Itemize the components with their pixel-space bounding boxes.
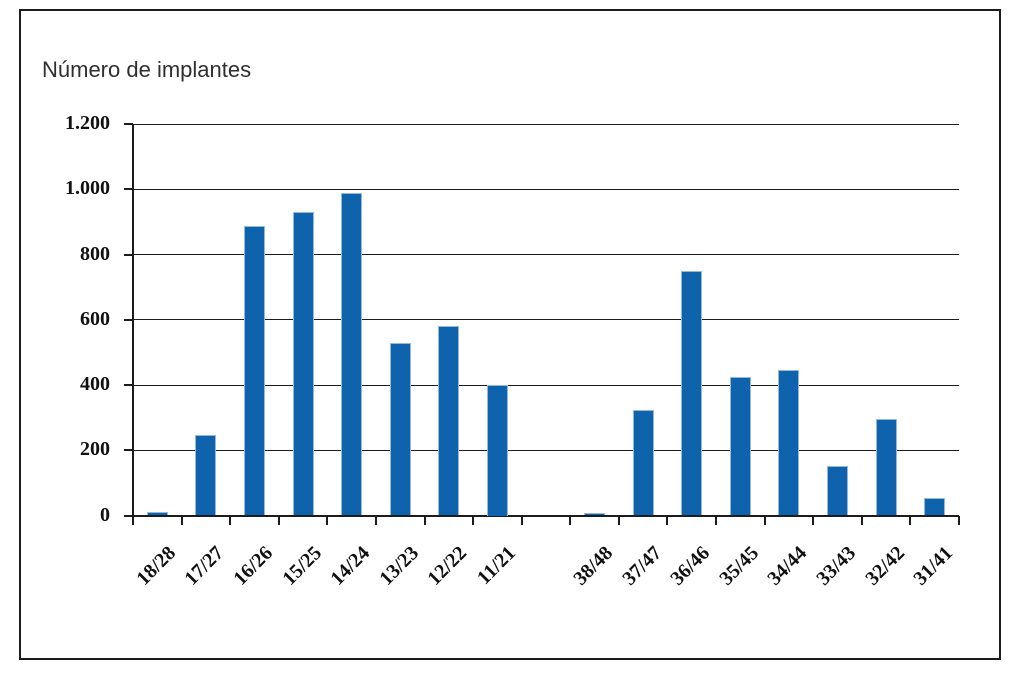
y-tick-label: 1.000 [65, 177, 110, 200]
x-tick [617, 515, 620, 525]
y-tick-label: 1.200 [65, 112, 110, 134]
y-tick-label: 400 [80, 373, 110, 395]
x-tick [909, 515, 912, 525]
x-tick [180, 515, 183, 525]
x-tick [374, 515, 377, 525]
bar-17-27 [195, 435, 217, 516]
x-tick [472, 515, 475, 525]
chart-title: Número de implantes [42, 57, 252, 82]
x-tick [229, 515, 232, 525]
x-tick [326, 515, 329, 525]
x-tick [666, 515, 669, 525]
y-tick [124, 449, 133, 452]
y-tick [124, 318, 133, 321]
gridline-600 [133, 319, 959, 321]
y-tick [124, 514, 133, 517]
bar-32-42 [875, 418, 897, 516]
y-tick [124, 384, 133, 386]
gridline-1200 [133, 123, 959, 125]
bar-12-22 [438, 325, 460, 516]
bar-35-45 [729, 377, 751, 516]
bar-38-48 [584, 512, 606, 516]
y-tick [124, 188, 133, 191]
gridline-400 [133, 384, 959, 386]
x-tick [520, 515, 523, 525]
y-tick [124, 123, 133, 125]
x-tick [763, 515, 766, 525]
gridline-1000 [133, 188, 959, 190]
bar-14-24 [341, 192, 363, 516]
bar-15-25 [292, 212, 314, 516]
bar-33-43 [827, 465, 849, 516]
bar-36-46 [681, 271, 703, 516]
bar-18-28 [146, 511, 168, 516]
bar-31-41 [924, 497, 946, 516]
x-tick [860, 515, 863, 525]
y-tick-label: 0 [100, 503, 110, 526]
y-tick-label: 600 [80, 307, 110, 330]
bar-16-26 [243, 226, 265, 516]
y-tick [124, 253, 133, 256]
bar-11-21 [486, 385, 508, 516]
chart-frame [19, 9, 1001, 660]
x-tick [812, 515, 815, 525]
y-tick-label: 800 [80, 242, 110, 265]
x-tick [569, 515, 572, 525]
x-tick [132, 515, 134, 525]
y-axis-line [132, 124, 134, 517]
bar-34-44 [778, 370, 800, 516]
gridline-800 [133, 254, 959, 255]
x-tick [958, 515, 960, 525]
x-axis-line [132, 514, 959, 517]
bar-13-23 [389, 343, 411, 516]
x-tick [277, 515, 280, 525]
gridline-200 [133, 449, 959, 451]
x-tick [423, 515, 426, 525]
bar-37-47 [632, 410, 654, 516]
y-tick-label: 200 [80, 438, 110, 461]
x-tick [715, 515, 718, 525]
